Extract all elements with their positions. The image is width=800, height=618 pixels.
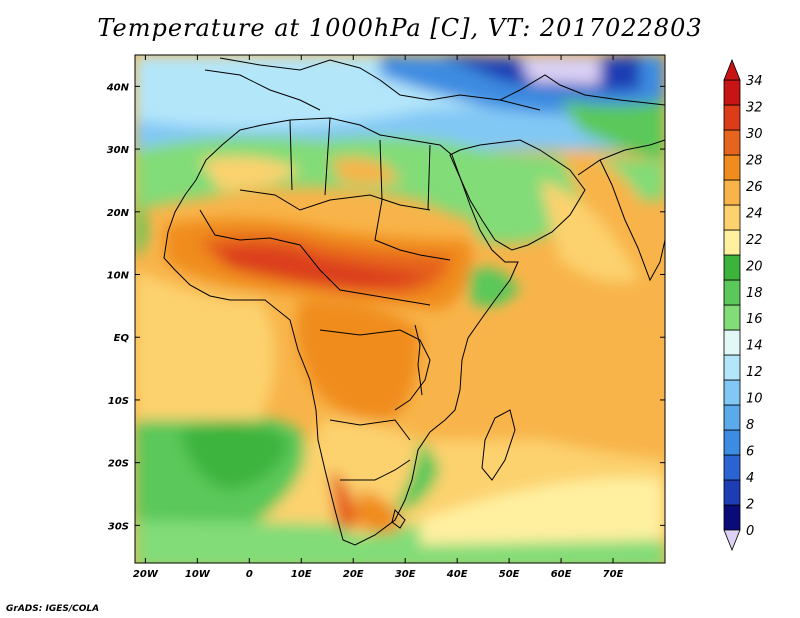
colorbar-label: 30 bbox=[746, 127, 763, 142]
lat-tick-label: 30S bbox=[108, 521, 129, 532]
lat-tick-label: 20S bbox=[108, 459, 129, 470]
lon-tick-label: 20W bbox=[133, 569, 159, 580]
colorbar-label: 6 bbox=[746, 445, 754, 460]
colorbar-label: 8 bbox=[746, 418, 754, 433]
colorbar-over-arrow bbox=[723, 58, 741, 81]
lon-tick-label: 30E bbox=[395, 569, 416, 580]
colorbar-swatch bbox=[723, 429, 741, 456]
colorbar-label: 14 bbox=[746, 339, 763, 354]
colorbar-swatch bbox=[723, 479, 741, 506]
coastline-layer bbox=[163, 57, 665, 546]
colorbar-swatch bbox=[723, 354, 741, 381]
lon-tick-label: 70E bbox=[603, 569, 624, 580]
colorbar-label: 22 bbox=[746, 233, 763, 248]
lon-tick-label: 60E bbox=[551, 569, 572, 580]
colorbar-label: 0 bbox=[746, 524, 754, 539]
colorbar-swatch bbox=[723, 304, 741, 331]
colorbar-label: 2 bbox=[746, 498, 754, 513]
lon-tick-label: 40E bbox=[446, 569, 468, 580]
colorbar-swatch bbox=[723, 129, 741, 156]
map-title: Temperature at 1000hPa [C], VT: 20170228… bbox=[97, 14, 703, 42]
lon-tick-label: 20E bbox=[343, 569, 364, 580]
colorbar-label: 26 bbox=[746, 180, 763, 195]
map-frame bbox=[134, 54, 666, 564]
colorbar-label: 34 bbox=[746, 74, 763, 89]
lon-tick-label: 50E bbox=[499, 569, 520, 580]
colorbar-swatch bbox=[723, 229, 741, 256]
grads-credit: GrADS: IGES/COLA bbox=[6, 604, 100, 614]
colorbar-swatch bbox=[723, 104, 741, 131]
lon-tick-label: 10E bbox=[291, 569, 312, 580]
colorbar-label: 24 bbox=[746, 206, 763, 221]
colorbar-swatch bbox=[723, 504, 741, 531]
lon-tick-label: 0 bbox=[246, 569, 253, 580]
latitude-axis: 40N 30N 20N 10N EQ 10S 20S 30S bbox=[106, 82, 665, 532]
colorbar-label: 28 bbox=[746, 153, 763, 168]
colorbar-under-arrow bbox=[723, 529, 741, 552]
colorbar-swatch bbox=[723, 404, 741, 431]
colorbar-label: 20 bbox=[746, 259, 763, 274]
lat-tick-label: 20N bbox=[107, 208, 130, 219]
lat-tick-label: 10S bbox=[108, 396, 129, 407]
colorbar-label: 12 bbox=[746, 365, 763, 380]
colorbar-swatch bbox=[723, 254, 741, 281]
colorbar-label: 32 bbox=[746, 100, 763, 115]
colorbar-swatch bbox=[723, 154, 741, 181]
colorbar-swatch bbox=[723, 179, 741, 206]
lat-tick-label: 10N bbox=[107, 271, 130, 282]
lat-tick-label: 30N bbox=[107, 145, 130, 156]
temperature-field bbox=[135, 55, 665, 563]
lat-tick-label: 40N bbox=[106, 82, 130, 93]
colorbar-label: 10 bbox=[746, 392, 763, 407]
colorbar-swatch bbox=[723, 279, 741, 306]
lat-tick-label: EQ bbox=[114, 333, 130, 344]
longitude-axis: 20W 10W 0 10E 20E 30E 40E 50E 60E 70E bbox=[133, 55, 624, 580]
colorbar-label: 16 bbox=[746, 312, 763, 327]
lon-tick-label: 10W bbox=[185, 569, 211, 580]
colorbar-swatch bbox=[723, 379, 741, 406]
colorbar-swatch bbox=[723, 329, 741, 356]
colorbar-label: 4 bbox=[746, 471, 754, 486]
colorbar-label: 18 bbox=[746, 286, 763, 301]
colorbar-swatch bbox=[723, 204, 741, 231]
colorbar-swatch bbox=[723, 454, 741, 481]
colorbar-swatch bbox=[723, 79, 741, 106]
